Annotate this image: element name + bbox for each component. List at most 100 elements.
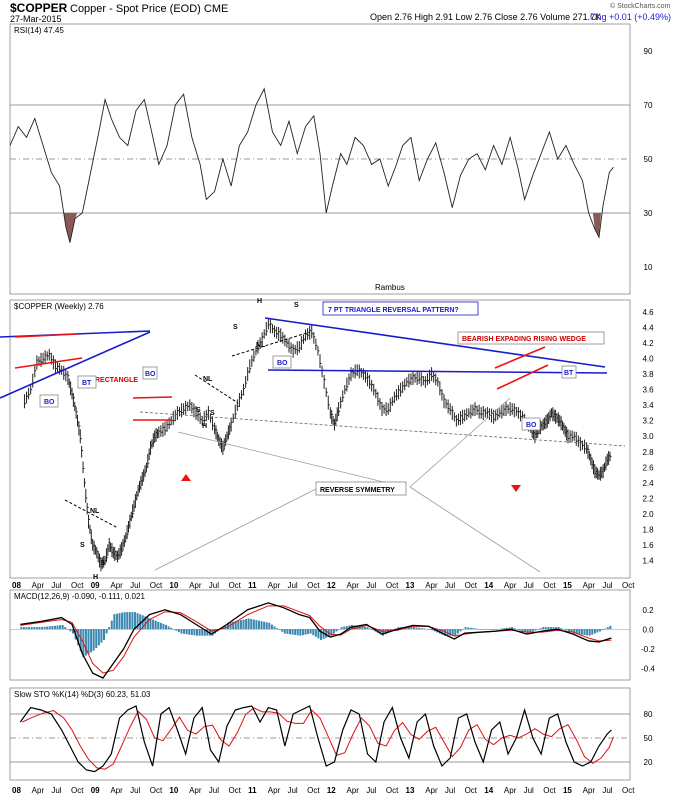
macd-hist-bar	[152, 619, 155, 630]
macd-hist-bar	[72, 629, 74, 634]
macd-hist-bar	[307, 629, 310, 635]
chart-change: Chg +0.01 (+0.49%)	[590, 12, 671, 22]
sto-d-line	[22, 707, 614, 770]
bo-box-2009	[142, 366, 158, 380]
neckline-2010	[194, 374, 239, 404]
macd-label: MACD(12,26,9) -0.090, -0.111, 0.021	[14, 592, 145, 601]
macd-hist-bar	[255, 620, 258, 630]
nl-label-2011: NL	[256, 342, 266, 349]
y-tick-label: 0.0	[642, 625, 654, 634]
x-tick-label: Apr	[268, 786, 281, 795]
macd-hist-bar	[270, 624, 273, 630]
bt-label-2008: BT	[82, 380, 92, 387]
macd-hist-bar	[141, 615, 144, 630]
price-panel-frame	[9, 299, 631, 579]
y-tick-label: 1.6	[642, 541, 654, 550]
macd-hist-bar	[487, 629, 490, 630]
macd-hist-bar	[296, 629, 299, 636]
macd-hist-bar	[570, 629, 573, 633]
macd-hist-bar	[268, 622, 271, 630]
macd-hist-bar	[529, 629, 532, 633]
macd-hist-bar	[232, 621, 235, 630]
macd-hist-bar	[348, 625, 351, 630]
macd-hist-bar	[159, 622, 162, 630]
macd-hist-bar	[317, 629, 320, 639]
symmetry-line-2	[154, 487, 319, 571]
x-tick-label: Oct	[543, 786, 556, 795]
macd-hist-bar	[201, 629, 204, 636]
macd-hist-bar	[234, 621, 237, 630]
macd-hist-bar	[157, 621, 160, 630]
x-tick-label: Jul	[130, 786, 140, 795]
macd-hist-bar	[338, 629, 341, 630]
x-tick-label: 15	[563, 581, 572, 590]
macd-hist-bar	[322, 629, 325, 639]
macd-hist-bar	[167, 626, 170, 630]
x-tick-label: Jul	[130, 581, 140, 590]
rsi-y-axis: 10 30 50 70 90	[644, 47, 653, 272]
triangle-top-trendline	[264, 317, 606, 368]
macd-hist-bar	[276, 628, 279, 630]
macd-line	[20, 602, 612, 679]
macd-hist-bar	[185, 629, 188, 635]
macd-hist-bar	[369, 628, 372, 630]
macd-hist-bar	[165, 624, 167, 630]
macd-hist-bar	[397, 627, 400, 630]
x-tick-label: Oct	[228, 581, 241, 590]
macd-hist-bar	[291, 629, 294, 635]
macd-hist-bar	[490, 629, 493, 630]
x-tick-label: 14	[484, 581, 493, 590]
y-tick-label: 0.2	[642, 606, 654, 615]
macd-hist-bar	[286, 629, 289, 634]
macd-hist-bar	[188, 629, 191, 635]
macd-hist-bar	[206, 629, 209, 636]
macd-hist-bar	[366, 627, 369, 630]
x-tick-label: 12	[327, 786, 336, 795]
macd-hist-bar	[363, 626, 366, 630]
macd-hist-bar	[521, 629, 524, 632]
macd-hist-bar	[20, 627, 23, 630]
x-tick-label: Jul	[445, 786, 455, 795]
macd-hist-bar	[301, 629, 304, 636]
macd-hist-bar	[568, 629, 570, 632]
macd-hist-bar	[224, 624, 227, 630]
x-tick-label: 09	[91, 786, 100, 795]
macd-hist-bar	[46, 626, 49, 630]
macd-hist-bar	[557, 627, 560, 630]
x-tick-label: Oct	[622, 581, 635, 590]
h-label-2011: H	[257, 298, 262, 305]
x-tick-label: Oct	[543, 581, 556, 590]
y-tick-label: 3.8	[642, 370, 654, 379]
macd-hist-bar	[371, 629, 374, 630]
y-tick-label: 80	[644, 710, 653, 719]
macd-hist-bar	[451, 629, 454, 636]
macd-hist-bar	[503, 628, 506, 630]
macd-hist-bar	[245, 619, 248, 630]
y-tick-label: 3.6	[642, 386, 654, 395]
y-tick-label: 2.6	[642, 463, 654, 472]
macd-hist-bar	[415, 627, 418, 630]
rsi-label: RSI(14) 47.45	[14, 26, 64, 35]
macd-hist-bar	[547, 627, 550, 630]
macd-hist-bar	[59, 625, 62, 630]
macd-hist-bar	[454, 629, 457, 636]
y-tick-label: 20	[644, 758, 653, 767]
macd-hist-bar	[247, 618, 250, 630]
macd-hist-bar	[97, 629, 100, 646]
macd-hist-bar	[69, 629, 72, 632]
x-tick-label: Apr	[504, 786, 517, 795]
y-tick-label: 2.4	[642, 479, 654, 488]
macd-hist-bar	[48, 626, 51, 630]
long-dashed-trendline	[139, 411, 626, 447]
down-arrow-icon	[511, 485, 521, 492]
macd-hist-bar	[340, 627, 343, 630]
left-rising-trendline	[0, 331, 151, 399]
macd-hist-bar	[601, 629, 604, 631]
macd-hist-bar	[495, 629, 498, 630]
macd-hist-bar	[237, 620, 240, 630]
bt-box-2008	[77, 375, 97, 389]
macd-hist-bar	[462, 629, 465, 630]
macd-hist-bar	[90, 629, 93, 653]
x-tick-label: Apr	[32, 786, 45, 795]
triangle-callout: 7 PT TRIANGLE REVERSAL PATTERN?	[328, 307, 459, 314]
